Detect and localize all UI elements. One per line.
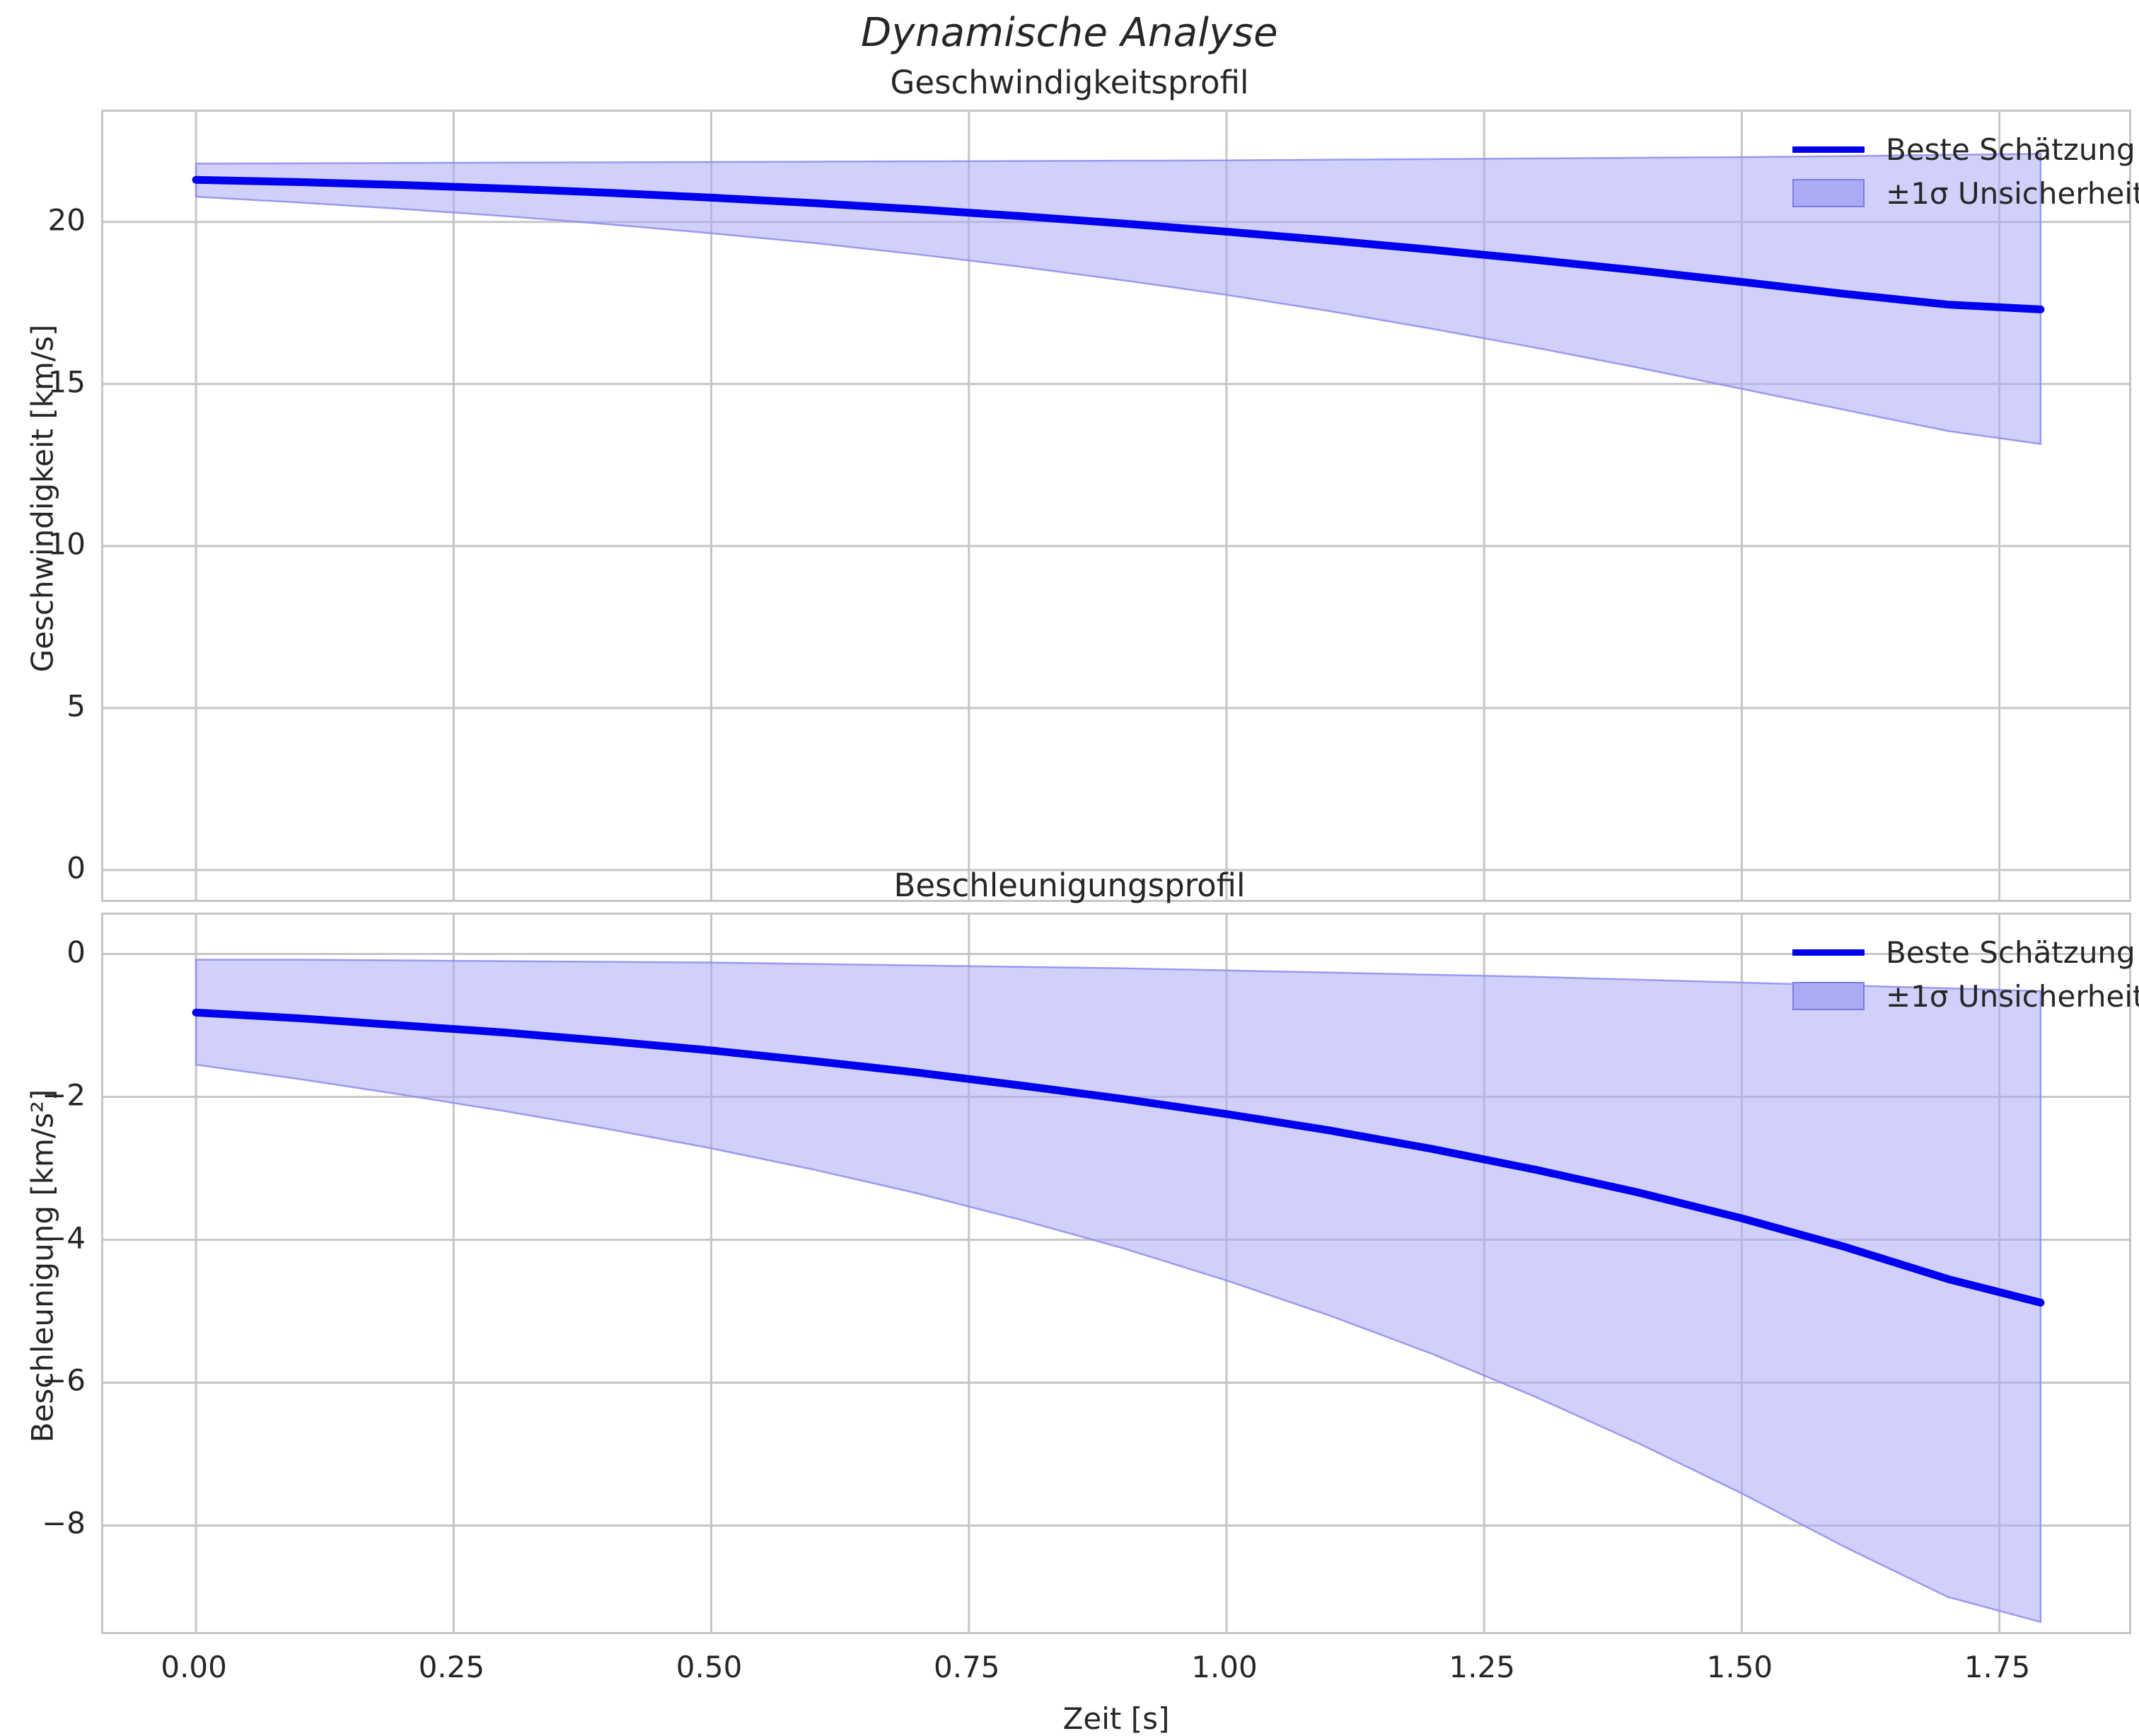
velocity-ytick-label: 0 xyxy=(66,850,86,886)
velocity-ytick-label: 20 xyxy=(47,202,86,238)
velocity-ytick-label: 5 xyxy=(66,688,86,724)
legend-entry-line: Beste Schätzung xyxy=(1790,930,2139,974)
acceleration-x-axis-label: Zeit [s] xyxy=(1062,1701,1170,1736)
legend-line-swatch xyxy=(1790,936,1867,968)
velocity-y-axis-label: Geschwindigkeit [km/s] xyxy=(25,324,60,673)
legend-entry-line: Beste Schätzung xyxy=(1790,127,2139,171)
acceleration-panel: Beschleunigungsprofil 0 −2 −4 −6 −8 0.00 0.25… xyxy=(0,867,2139,1736)
velocity-ytick-label: 15 xyxy=(47,364,86,400)
acceleration-ytick-label: −2 xyxy=(42,1077,86,1113)
legend-band-swatch xyxy=(1790,177,1867,209)
velocity-plot-area xyxy=(101,110,2131,902)
acceleration-ytick-label: 0 xyxy=(66,934,86,970)
legend-band-label: ±1σ Unsicherheit xyxy=(1886,175,2139,211)
acceleration-ytick-label: −6 xyxy=(42,1362,86,1398)
velocity-axes-title: Geschwindigkeitsprofil xyxy=(890,64,1249,101)
acceleration-plot-svg xyxy=(103,915,2129,1632)
acceleration-xtick-label: 1.25 xyxy=(1449,1650,1515,1684)
acceleration-axes-title: Beschleunigungsprofil xyxy=(893,867,1246,904)
acceleration-xtick-label: 0.50 xyxy=(676,1650,743,1684)
acceleration-xtick-label: 0.00 xyxy=(161,1650,227,1684)
legend-entry-band: ±1σ Unsicherheit xyxy=(1790,171,2139,215)
velocity-plot-svg xyxy=(103,112,2129,900)
acceleration-xtick-label: 0.75 xyxy=(933,1650,1000,1684)
velocity-legend: Beste Schätzung ±1σ Unsicherheit xyxy=(1790,127,2139,215)
legend-line-label: Beste Schätzung xyxy=(1886,132,2135,167)
acceleration-ytick-label: −4 xyxy=(42,1220,86,1255)
legend-band-swatch xyxy=(1790,980,1867,1012)
acceleration-xtick-label: 1.50 xyxy=(1706,1650,1773,1684)
acceleration-xtick-label: 1.75 xyxy=(1964,1650,2031,1684)
acceleration-ytick-label: −8 xyxy=(42,1505,86,1541)
acceleration-xtick-label: 1.00 xyxy=(1191,1650,1258,1684)
legend-line-swatch xyxy=(1790,133,1867,166)
acceleration-xtick-label: 0.25 xyxy=(418,1650,485,1684)
acceleration-legend: Beste Schätzung ±1σ Unsicherheit xyxy=(1790,930,2139,1018)
legend-band-label: ±1σ Unsicherheit xyxy=(1886,978,2139,1014)
acceleration-plot-area xyxy=(101,913,2131,1634)
figure-suptitle: Dynamische Analyse xyxy=(861,10,1278,56)
acceleration-y-axis-label: Beschleunigung [km/s²] xyxy=(25,1089,60,1443)
velocity-ytick-label: 10 xyxy=(47,526,86,562)
legend-entry-band: ±1σ Unsicherheit xyxy=(1790,974,2139,1018)
legend-line-label: Beste Schätzung xyxy=(1886,934,2135,970)
velocity-panel: Geschwindigkeitsprofil 0 5 10 15 20 Geschwin… xyxy=(0,64,2139,902)
